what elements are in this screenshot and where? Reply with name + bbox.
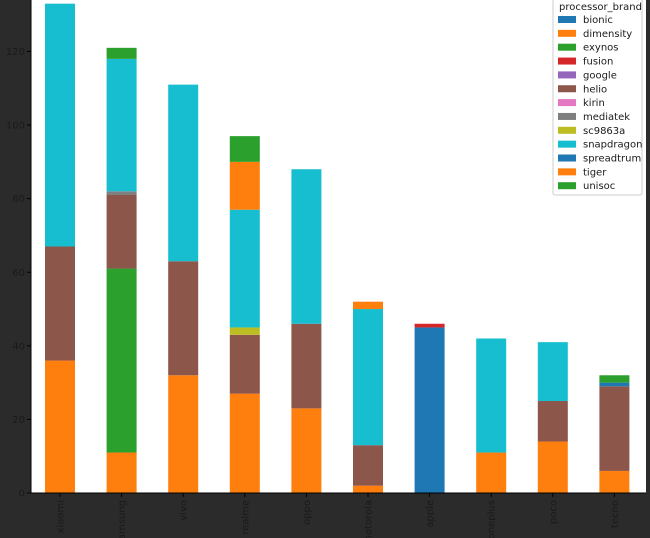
x-tick-label-realme: realme <box>240 500 251 535</box>
y-tick-label: 60 <box>12 268 25 279</box>
legend-label-dimensity: dimensity <box>583 29 632 40</box>
legend-title: processor_brand <box>559 2 642 13</box>
legend-swatch-kirin <box>558 99 576 107</box>
bar-samsung-unisoc <box>106 47 137 59</box>
x-tick-label-vivo: vivo <box>179 500 190 521</box>
bars-layer <box>45 3 630 493</box>
y-tick-label: 100 <box>6 121 25 132</box>
bar-vivo-dimensity <box>168 375 199 493</box>
legend-label-spreadtrum: spreadtrum <box>583 154 641 165</box>
bar-vivo-snapdragon <box>168 84 199 262</box>
x-tick-label-tecno: tecno <box>610 500 621 528</box>
bar-poco-helio <box>537 401 568 442</box>
bar-realme-unisoc <box>229 136 260 162</box>
bar-realme-helio <box>229 334 260 394</box>
legend-swatch-dimensity <box>558 29 576 37</box>
legend-swatch-bionic <box>558 16 576 23</box>
y-axis: 0 20 40 60 80 100 120 <box>6 47 31 500</box>
legend-swatch-fusion <box>558 57 576 65</box>
y-tick-label: 20 <box>12 415 25 426</box>
bar-xiaomi-dimensity <box>45 360 75 493</box>
legend-swatch-helio <box>558 85 576 93</box>
legend-swatch-google <box>558 71 576 79</box>
x-tick-label-apple: apple <box>425 500 436 528</box>
legend-label-helio: helio <box>583 84 607 95</box>
bar-oppo-dimensity <box>291 408 322 493</box>
legend-label-snapdragon: snapdragon <box>583 140 642 151</box>
x-tick-label-poco: poco <box>548 500 559 524</box>
legend-swatch-snapdragon <box>558 140 576 148</box>
bar-motorola-helio <box>353 445 383 486</box>
y-tick-label: 120 <box>6 47 25 58</box>
bar-oppo-snapdragon <box>291 169 322 324</box>
bar-samsung-dimensity <box>106 452 137 493</box>
legend-label-google: google <box>583 70 617 81</box>
bar-tecno-unisoc <box>599 375 630 383</box>
bar-realme-dimensity <box>229 393 260 493</box>
bar-realme-sc9863a <box>229 327 260 335</box>
legend-label-mediatek: mediatek <box>583 112 630 123</box>
bar-motorola-dimensity <box>353 485 383 493</box>
bar-tecno-dimensity <box>599 470 630 493</box>
legend-label-unisoc: unisoc <box>583 181 615 192</box>
bar-realme-tiger <box>229 161 260 210</box>
legend-label-exynos: exynos <box>583 43 618 54</box>
legend-label-tiger: tiger <box>583 167 607 178</box>
bar-oneplus-snapdragon <box>476 338 507 453</box>
bar-oneplus-dimensity <box>476 452 507 493</box>
legend-label-fusion: fusion <box>583 57 613 68</box>
bar-apple-fusion <box>414 323 445 328</box>
bar-apple-bionic <box>414 327 445 493</box>
bar-motorola-snapdragon <box>353 309 383 446</box>
legend-swatch-sc9863a <box>558 126 576 134</box>
x-tick-label-oneplus: oneplus <box>487 500 498 538</box>
bar-poco-snapdragon <box>537 342 568 402</box>
bar-samsung-mediatek <box>106 191 137 195</box>
bar-vivo-helio <box>168 261 199 376</box>
legend-swatch-exynos <box>558 43 576 51</box>
legend-label-kirin: kirin <box>583 98 605 109</box>
bar-poco-dimensity <box>537 441 568 493</box>
bar-oppo-helio <box>291 323 322 409</box>
legend: processor_brand bionic dimensity exynos fus… <box>552 0 643 196</box>
bar-xiaomi-snapdragon <box>45 3 75 247</box>
legend-items: bionic dimensity exynos fusion google helio ki… <box>558 15 642 192</box>
bar-motorola-tiger <box>353 301 383 310</box>
x-tick-label-samsung: samsung <box>117 500 128 538</box>
legend-label-bionic: bionic <box>583 15 613 26</box>
legend-swatch-tiger <box>558 168 576 176</box>
x-axis: xiaomi samsung vivo realme oppo motorola apple… <box>56 493 621 538</box>
y-tick-label: 80 <box>12 194 25 205</box>
x-tick-label-oppo: oppo <box>302 500 313 525</box>
x-tick-label-xiaomi: xiaomi <box>56 500 67 533</box>
bar-samsung-exynos <box>106 268 137 453</box>
y-tick-label: 0 <box>19 489 25 500</box>
bar-samsung-snapdragon <box>106 58 137 192</box>
bar-samsung-helio <box>106 194 137 269</box>
bar-xiaomi-helio <box>45 246 75 361</box>
legend-swatch-unisoc <box>558 182 576 190</box>
bar-tecno-spreadtrum <box>599 382 630 387</box>
y-tick-label: 40 <box>12 341 25 352</box>
bar-realme-snapdragon <box>229 209 260 328</box>
legend-swatch-spreadtrum <box>558 154 576 162</box>
legend-swatch-mediatek <box>558 112 576 120</box>
x-tick-label-motorola: motorola <box>364 500 375 538</box>
legend-label-sc9863a: sc9863a <box>583 126 625 137</box>
bar-tecno-helio <box>599 386 630 471</box>
